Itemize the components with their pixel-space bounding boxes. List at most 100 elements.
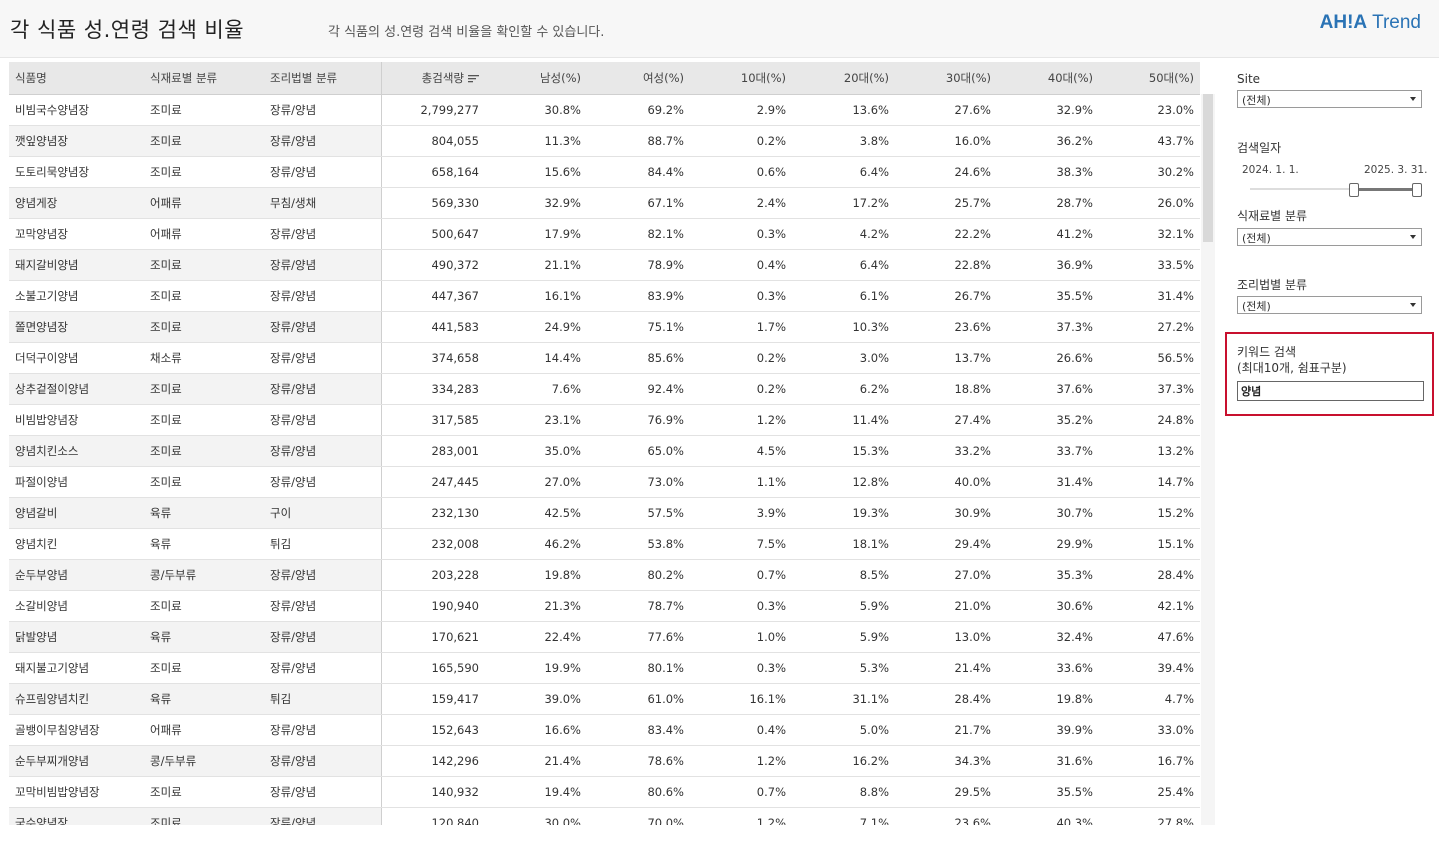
table-cell: 육류 — [144, 683, 264, 715]
sort-descending-icon[interactable] — [468, 74, 479, 83]
table-row[interactable]: 더덕구이양념 채소류 장류/양념 374,658 14.4% 85.6% 0.2% 3.0% 1… — [9, 342, 1200, 374]
column-header[interactable]: 20대(%) — [792, 62, 895, 95]
table-cell: 78.6% — [587, 745, 690, 777]
table-cell: 21.3% — [485, 590, 587, 622]
table-cell: 장류/양념 — [264, 652, 381, 684]
table-cell: 32.4% — [997, 621, 1099, 653]
table-cell: 장류/양념 — [264, 311, 381, 343]
table-row[interactable]: 소불고기양념 조미료 장류/양념 447,367 16.1% 83.9% 0.3% 6.1% 2… — [9, 280, 1200, 312]
date-slider-track[interactable] — [1250, 188, 1420, 190]
table-cell: 21.0% — [895, 590, 997, 622]
table-row[interactable]: 소갈비양념 조미료 장류/양념 190,940 21.3% 78.7% 0.3% 5.9% 21… — [9, 590, 1200, 622]
table-row[interactable]: 국수양념장 조미료 장류/양념 120,840 30.0% 70.0% 1.2% 7.1% 23… — [9, 807, 1200, 825]
table-row[interactable]: 순두부찌개양념 콩/두부류 장류/양념 142,296 21.4% 78.6% 1.2% 16… — [9, 745, 1200, 777]
column-header[interactable]: 여성(%) — [587, 62, 690, 95]
table-cell: 0.3% — [690, 218, 792, 250]
table-cell: 24.9% — [485, 311, 587, 343]
table-row[interactable]: 상추겉절이양념 조미료 장류/양념 334,283 7.6% 92.4% 0.2% 6.2% 1… — [9, 373, 1200, 405]
table-cell: 꼬막양념장 — [9, 218, 144, 250]
column-header[interactable]: 50대(%) — [1099, 62, 1200, 95]
table-row[interactable]: 도토리묵양념장 조미료 장류/양념 658,164 15.6% 84.4% 0.6% 6.4%… — [9, 156, 1200, 188]
table-row[interactable]: 순두부양념 콩/두부류 장류/양념 203,228 19.8% 80.2% 0.7% 8.5%… — [9, 559, 1200, 591]
table-cell: 1.2% — [690, 404, 792, 436]
table-cell: 36.2% — [997, 125, 1099, 157]
table-cell: 27.8% — [1099, 807, 1200, 825]
table-cell: 15.1% — [1099, 528, 1200, 560]
table-row[interactable]: 슈프림양념치킨 육류 튀김 159,417 39.0% 61.0% 16.1% 31.1% 28… — [9, 683, 1200, 715]
table-cell: 슈프림양념치킨 — [9, 683, 144, 715]
table-cell: 65.0% — [587, 435, 690, 467]
chevron-down-icon — [1410, 303, 1416, 307]
table-row[interactable]: 돼지갈비양념 조미료 장류/양념 490,372 21.1% 78.9% 0.4% 6.4% 2… — [9, 249, 1200, 281]
table-cell: 조미료 — [144, 249, 264, 281]
date-slider-start-handle[interactable] — [1349, 183, 1359, 197]
table-cell: 77.6% — [587, 621, 690, 653]
table-cell: 569,330 — [380, 187, 485, 219]
column-header[interactable]: 식품명 — [9, 62, 144, 95]
table-cell: 조미료 — [144, 466, 264, 498]
table-scrollbar[interactable] — [1201, 94, 1215, 825]
table-cell: 22.2% — [895, 218, 997, 250]
date-slider-end-handle[interactable] — [1412, 183, 1422, 197]
table-cell: 조미료 — [144, 404, 264, 436]
table-cell: 32.9% — [485, 187, 587, 219]
column-header[interactable]: 10대(%) — [690, 62, 792, 95]
table-row[interactable]: 꼬막비빔밥양념장 조미료 장류/양념 140,932 19.4% 80.6% 0.7% 8.8… — [9, 776, 1200, 808]
table-cell: 28.4% — [1099, 559, 1200, 591]
column-header[interactable]: 30대(%) — [895, 62, 997, 95]
table-cell: 도토리묵양념장 — [9, 156, 144, 188]
table-cell: 13.6% — [792, 94, 895, 126]
page-subtitle: 각 식품의 성.연령 검색 비율을 확인할 수 있습니다. — [328, 25, 605, 40]
table-cell: 1.0% — [690, 621, 792, 653]
table-row[interactable]: 파절이양념 조미료 장류/양념 247,445 27.0% 73.0% 1.1% 12.8% 4… — [9, 466, 1200, 498]
table-row[interactable]: 깻잎양념장 조미료 장류/양념 804,055 11.3% 88.7% 0.2% 3.8% 16… — [9, 125, 1200, 157]
table-row[interactable]: 양념치킨 육류 튀김 232,008 46.2% 53.8% 7.5% 18.1% 29.4% 2… — [9, 528, 1200, 560]
scrollbar-thumb[interactable] — [1203, 94, 1213, 242]
site-filter-label: Site — [1237, 72, 1261, 86]
table-cell: 장류/양념 — [264, 590, 381, 622]
column-header[interactable]: 총검색량 — [380, 62, 485, 95]
table-cell: 80.6% — [587, 776, 690, 808]
table-cell: 조미료 — [144, 311, 264, 343]
table-cell: 육류 — [144, 497, 264, 529]
table-cell: 30.0% — [485, 807, 587, 825]
data-table-container[interactable]: 식품명 식재료별 분류 조리법별 분류 총검색량 남성(%) 여성(%) 10대(%) 20대… — [9, 62, 1200, 825]
table-row[interactable]: 돼지불고기양념 조미료 장류/양념 165,590 19.9% 80.1% 0.3% 5.3%… — [9, 652, 1200, 684]
table-cell: 조미료 — [144, 125, 264, 157]
cooking-select[interactable]: (전체) — [1237, 296, 1422, 314]
table-row[interactable]: 쫄면양념장 조미료 장류/양념 441,583 24.9% 75.1% 1.7% 10.3% 2… — [9, 311, 1200, 343]
table-cell: 40.3% — [997, 807, 1099, 825]
table-row[interactable]: 비빔밥양념장 조미료 장류/양념 317,585 23.1% 76.9% 1.2% 11.4%… — [9, 404, 1200, 436]
table-row[interactable]: 양념게장 어패류 무침/생채 569,330 32.9% 67.1% 2.4% 17.2% 25… — [9, 187, 1200, 219]
column-header[interactable]: 식재료별 분류 — [144, 62, 264, 95]
column-header[interactable]: 40대(%) — [997, 62, 1099, 95]
table-cell: 21.4% — [895, 652, 997, 684]
table-row[interactable]: 양념치킨소스 조미료 장류/양념 283,001 35.0% 65.0% 4.5% 15.3%… — [9, 435, 1200, 467]
table-cell: 76.9% — [587, 404, 690, 436]
table-row[interactable]: 비빔국수양념장 조미료 장류/양념 2,799,277 30.8% 69.2% 2.9% 13… — [9, 94, 1200, 126]
table-cell: 30.2% — [1099, 156, 1200, 188]
table-row[interactable]: 꼬막양념장 어패류 장류/양념 500,647 17.9% 82.1% 0.3% 4.2% 22… — [9, 218, 1200, 250]
table-row[interactable]: 닭발양념 육류 장류/양념 170,621 22.4% 77.6% 1.0% 5.9% 13.0… — [9, 621, 1200, 653]
table-cell: 18.1% — [792, 528, 895, 560]
table-cell: 조미료 — [144, 280, 264, 312]
site-select[interactable]: (전체) — [1237, 90, 1422, 108]
ingredient-select[interactable]: (전체) — [1237, 228, 1422, 246]
table-cell: 15.3% — [792, 435, 895, 467]
table-cell: 33.0% — [1099, 714, 1200, 746]
table-row[interactable]: 골뱅이무침양념장 어패류 장류/양념 152,643 16.6% 83.4% 0.4% 5.0… — [9, 714, 1200, 746]
table-cell: 31.1% — [792, 683, 895, 715]
table-cell: 31.6% — [997, 745, 1099, 777]
table-cell: 61.0% — [587, 683, 690, 715]
table-row[interactable]: 양념갈비 육류 구이 232,130 42.5% 57.5% 3.9% 19.3% 30.9% 3… — [9, 497, 1200, 529]
table-cell: 27.0% — [895, 559, 997, 591]
table-cell: 4.2% — [792, 218, 895, 250]
column-header[interactable]: 조리법별 분류 — [264, 62, 381, 95]
column-header[interactable]: 남성(%) — [485, 62, 587, 95]
table-cell: 13.2% — [1099, 435, 1200, 467]
keyword-search-input[interactable] — [1237, 381, 1424, 401]
table-cell: 장류/양념 — [264, 156, 381, 188]
table-cell: 33.6% — [997, 652, 1099, 684]
table-cell: 36.9% — [997, 249, 1099, 281]
table-cell: 23.0% — [1099, 94, 1200, 126]
